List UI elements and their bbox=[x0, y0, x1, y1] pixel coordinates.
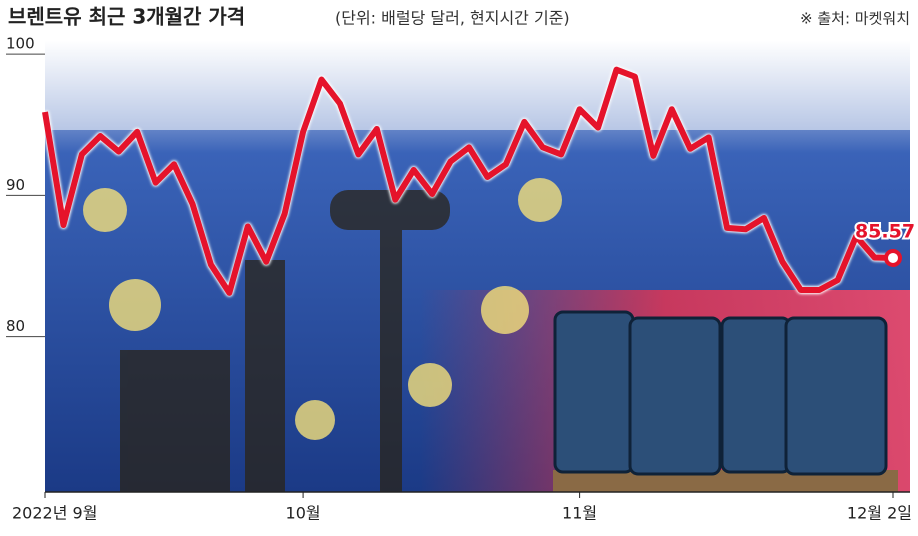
end-marker bbox=[884, 248, 902, 267]
x-tick-label: 2022년 9월 bbox=[12, 504, 97, 523]
value-label: 85.57 bbox=[855, 220, 915, 242]
chart-subtitle: (단위: 배럴당 달러, 현지시간 기준) bbox=[335, 9, 570, 28]
x-tick-label: 10월 bbox=[286, 504, 321, 523]
x-tick-label: 12월 2일 bbox=[847, 504, 912, 523]
y-tick-label: 90 bbox=[6, 176, 25, 194]
price-line bbox=[42, 66, 894, 296]
chart-title: 브렌트유 최근 3개월간 가격 bbox=[8, 5, 245, 29]
source: ※ 출처: 마켓워치 bbox=[800, 10, 910, 28]
background-photo bbox=[45, 40, 910, 492]
y-tick-label: 80 bbox=[6, 317, 25, 335]
x-tick-label: 11월 bbox=[562, 504, 597, 523]
y-tick-label: 100 bbox=[6, 35, 35, 53]
